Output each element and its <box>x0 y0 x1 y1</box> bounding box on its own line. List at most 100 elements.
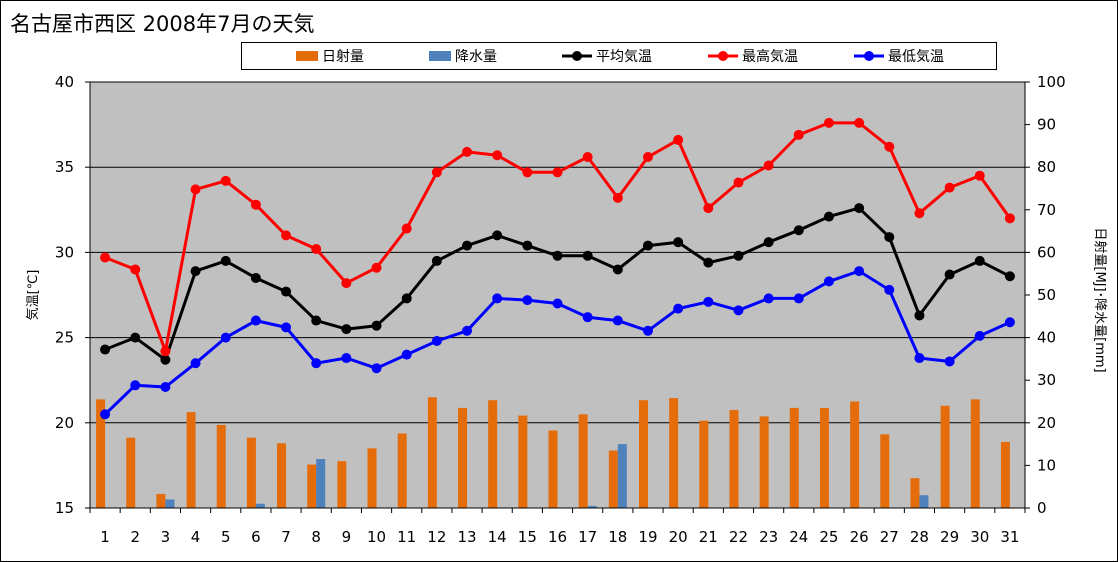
point-最低気温 <box>944 356 955 367</box>
point-平均気温 <box>341 324 352 335</box>
x-axis-ticks: 1 2 3 4 5 6 7 8 9 10 11 12 13 14 15 16 17 18 19 20 21 22 23 24 2… <box>89 508 1026 546</box>
point-平均気温 <box>582 250 593 261</box>
right-tick-label: 100 <box>1037 73 1066 91</box>
point-最高気温 <box>190 184 201 195</box>
point-平均気温 <box>552 250 563 261</box>
legend-swatch-降水量 <box>429 51 451 61</box>
point-最高気温 <box>854 117 865 128</box>
bar-日射量 <box>246 437 256 508</box>
right-tick-label: 0 <box>1037 499 1047 517</box>
point-平均気温 <box>673 237 684 248</box>
point-最高気温 <box>160 346 171 357</box>
point-平均気温 <box>371 320 382 331</box>
point-平均気温 <box>311 315 322 326</box>
point-最高気温 <box>311 243 322 254</box>
point-最高気温 <box>612 192 623 203</box>
point-最高気温 <box>703 203 714 214</box>
point-平均気温 <box>220 255 231 266</box>
x-tick-label: 12 <box>427 528 446 546</box>
bar-日射量 <box>186 412 196 508</box>
bar-日射量 <box>819 407 829 508</box>
point-最低気温 <box>190 358 201 369</box>
point-平均気温 <box>401 293 412 304</box>
point-最高気温 <box>823 117 834 128</box>
point-最低気温 <box>462 325 473 336</box>
right-tick-label: 20 <box>1037 414 1056 432</box>
point-最低気温 <box>612 315 623 326</box>
right-axis-ticks: 0 10 20 30 40 50 60 70 80 90 100 <box>1025 73 1066 517</box>
bar-日射量 <box>1000 441 1010 508</box>
point-最高気温 <box>1004 213 1015 224</box>
x-tick-label: 17 <box>578 528 597 546</box>
x-tick-label: 14 <box>488 528 507 546</box>
bar-降水量 <box>587 505 597 508</box>
legend-items: 日射量 降水量 平均気温 最高気温 最低気温 <box>296 48 944 65</box>
point-最高気温 <box>582 151 593 162</box>
point-平均気温 <box>462 240 473 251</box>
point-最高気温 <box>944 182 955 193</box>
left-tick-label: 30 <box>55 243 74 261</box>
point-最低気温 <box>552 298 563 309</box>
bar-日射量 <box>669 398 679 508</box>
left-tick-label: 25 <box>55 329 74 347</box>
x-tick-label: 31 <box>1000 528 1019 546</box>
point-最低気温 <box>884 284 895 295</box>
line-series <box>100 117 1015 420</box>
left-tick-label: 35 <box>55 158 74 176</box>
point-平均気温 <box>190 266 201 277</box>
right-tick-label: 30 <box>1037 371 1056 389</box>
point-最高気温 <box>341 278 352 289</box>
point-最高気温 <box>642 151 653 162</box>
point-平均気温 <box>1004 271 1015 282</box>
point-最高気温 <box>281 230 292 241</box>
x-tick-label: 27 <box>880 528 899 546</box>
point-最低気温 <box>673 303 684 314</box>
point-最高気温 <box>884 141 895 152</box>
point-最高気温 <box>220 175 231 186</box>
point-最低気温 <box>401 349 412 360</box>
bar-series <box>96 397 1010 508</box>
point-最高気温 <box>130 264 141 275</box>
point-最低気温 <box>974 330 985 341</box>
point-平均気温 <box>522 240 533 251</box>
bar-日射量 <box>940 405 950 508</box>
bar-日射量 <box>608 450 618 508</box>
point-平均気温 <box>281 286 292 297</box>
bar-日射量 <box>970 399 980 508</box>
point-最高気温 <box>974 170 985 181</box>
left-tick-label: 15 <box>55 499 74 517</box>
x-tick-label: 19 <box>638 528 657 546</box>
point-最高気温 <box>793 129 804 140</box>
bar-日射量 <box>910 478 920 508</box>
bar-日射量 <box>96 399 106 508</box>
legend-label-最低気温: 最低気温 <box>888 49 944 65</box>
point-平均気温 <box>944 269 955 280</box>
chart-title: 名古屋市西区 2008年7月の天気 <box>10 12 315 36</box>
right-tick-label: 10 <box>1037 456 1056 474</box>
point-平均気温 <box>130 332 141 343</box>
point-最高気温 <box>763 160 774 171</box>
right-tick-label: 60 <box>1037 243 1056 261</box>
x-tick-label: 7 <box>281 528 291 546</box>
point-平均気温 <box>703 257 714 268</box>
x-tick-label: 2 <box>130 528 140 546</box>
point-最低気温 <box>311 358 322 369</box>
right-tick-label: 90 <box>1037 116 1056 134</box>
left-tick-label: 20 <box>55 414 74 432</box>
x-tick-label: 23 <box>759 528 778 546</box>
point-最低気温 <box>100 409 111 420</box>
bar-日射量 <box>427 397 437 508</box>
point-最低気温 <box>854 266 865 277</box>
bar-日射量 <box>548 430 558 508</box>
x-tick-label: 9 <box>342 528 352 546</box>
point-最低気温 <box>823 276 834 287</box>
point-平均気温 <box>642 240 653 251</box>
point-最高気温 <box>100 252 111 263</box>
x-tick-label: 18 <box>608 528 627 546</box>
bar-日射量 <box>789 407 799 508</box>
point-最高気温 <box>492 150 503 161</box>
point-平均気温 <box>431 255 442 266</box>
bar-日射量 <box>367 448 377 508</box>
point-最低気温 <box>793 293 804 304</box>
right-tick-label: 50 <box>1037 286 1056 304</box>
